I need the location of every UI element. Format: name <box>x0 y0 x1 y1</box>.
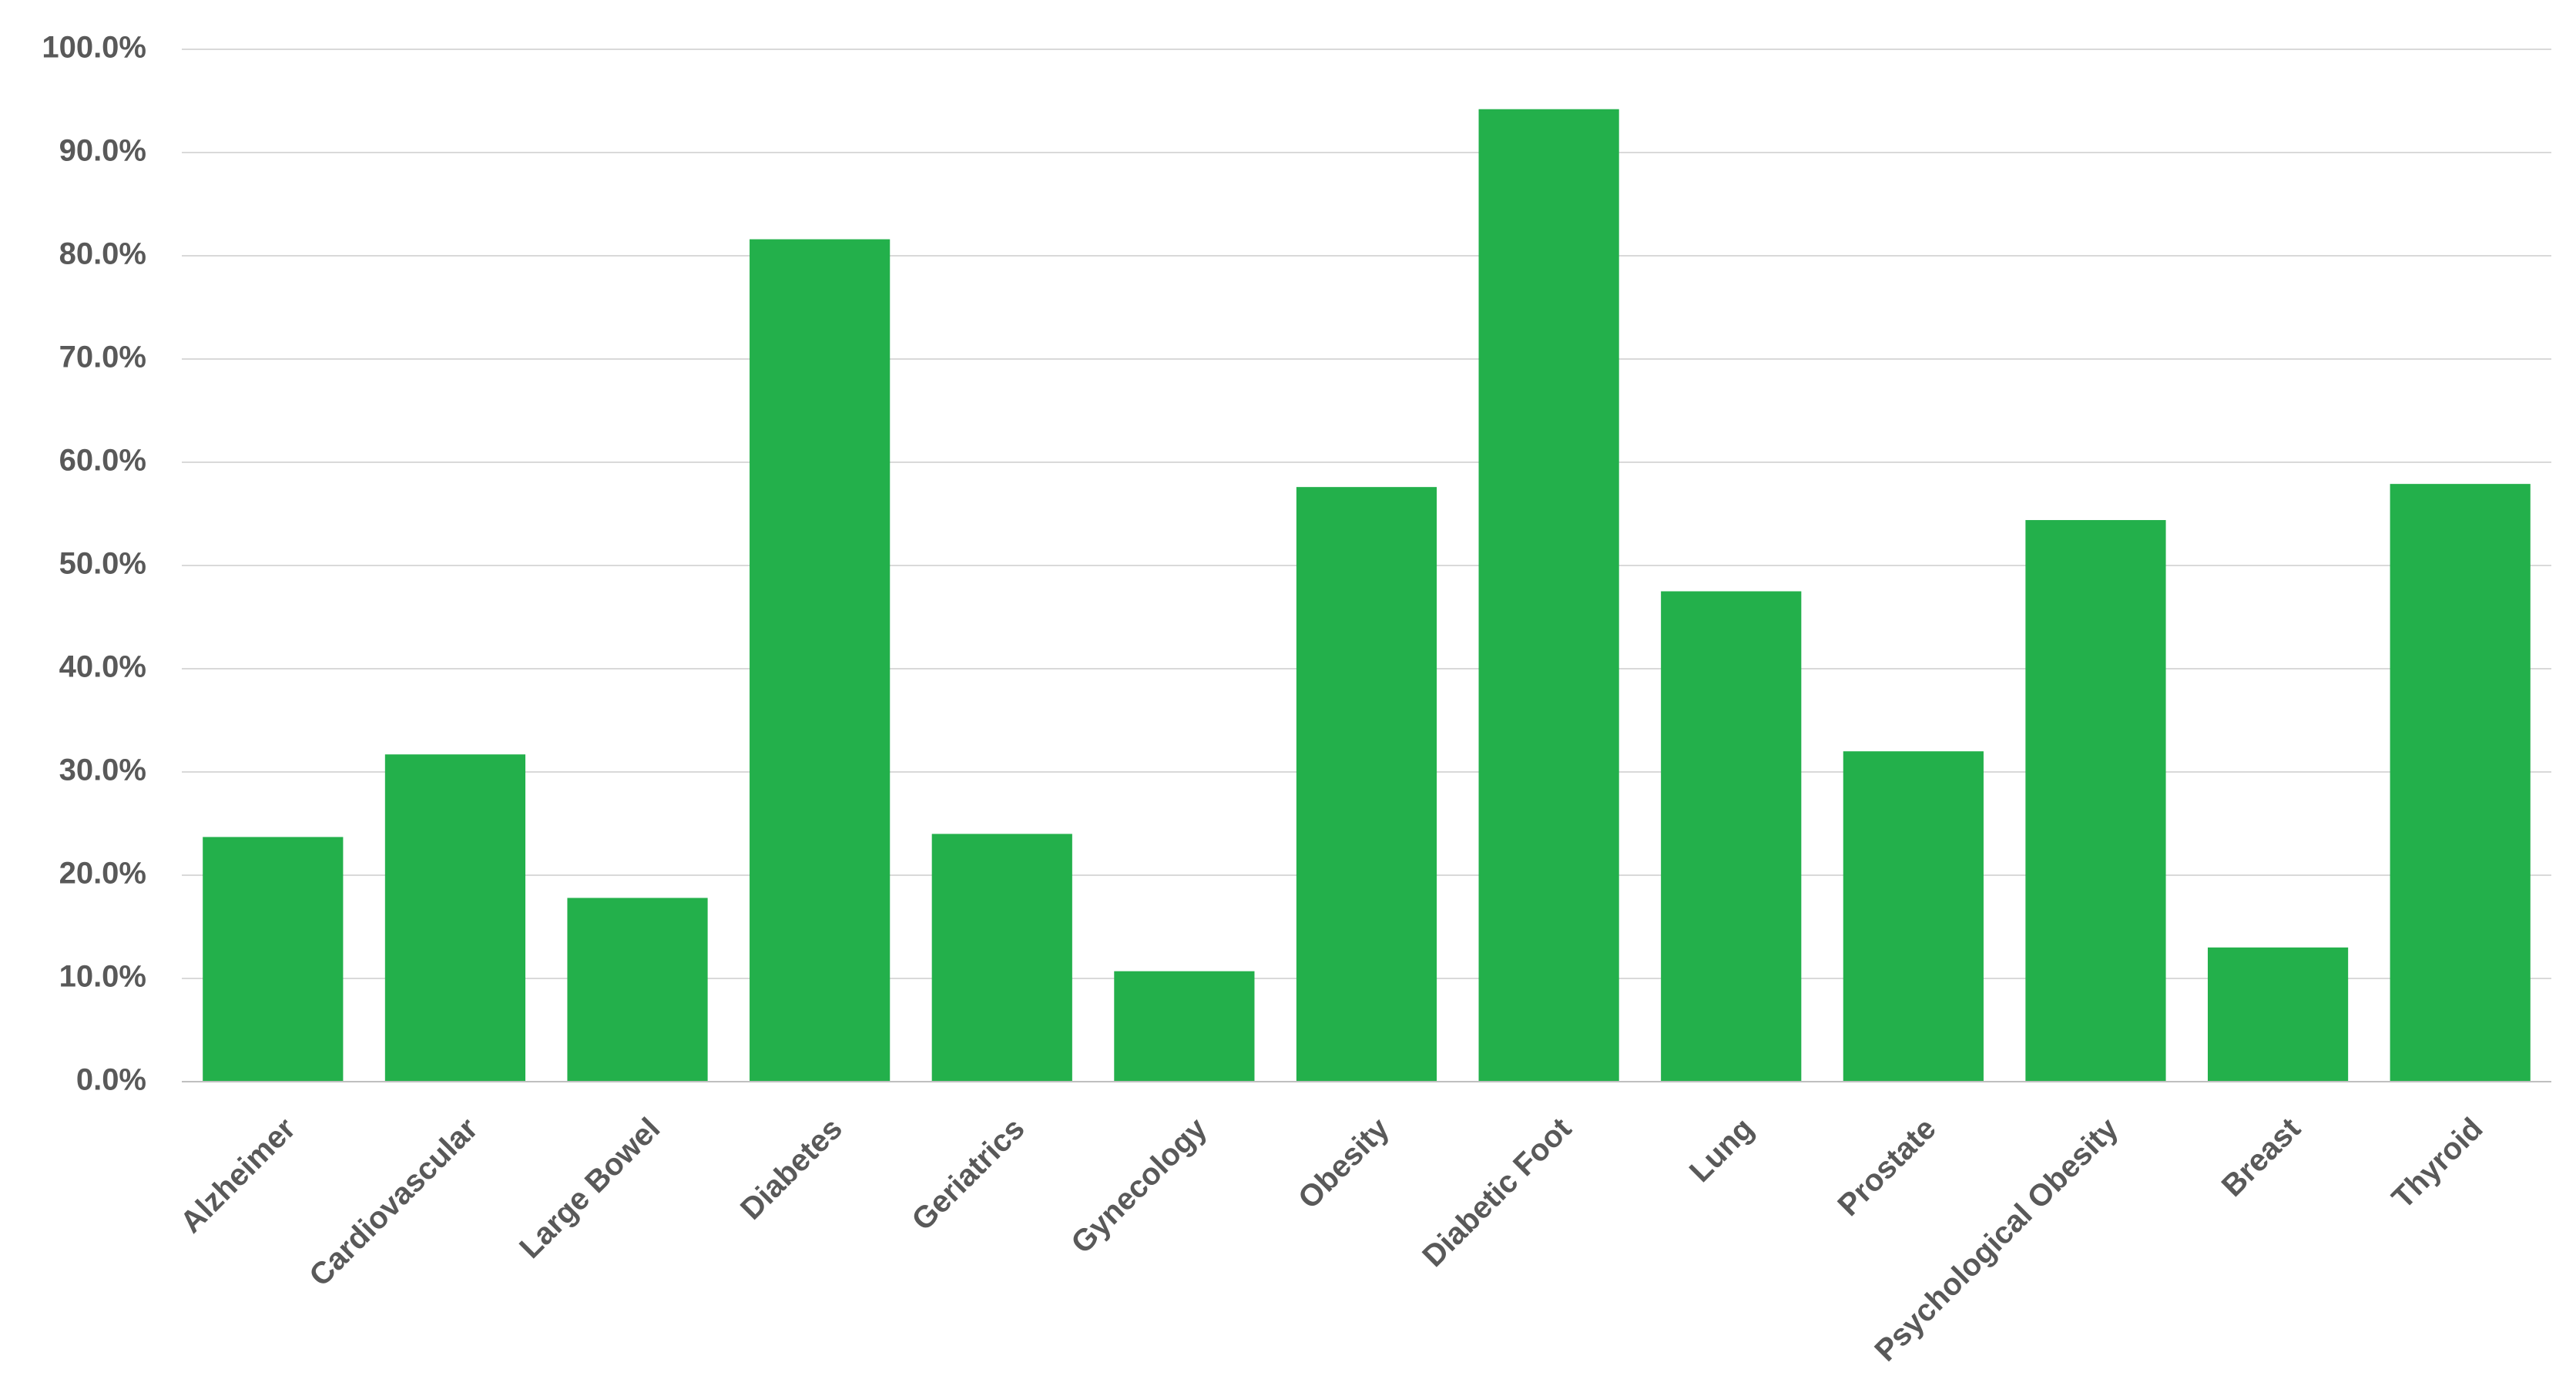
bar <box>1478 109 1619 1082</box>
y-tick-label: 40.0% <box>59 650 146 684</box>
y-tick-label: 90.0% <box>59 134 146 168</box>
bar <box>1843 751 1984 1082</box>
x-tick-label: Breast <box>2215 1112 2307 1203</box>
bar <box>1661 591 1802 1082</box>
y-tick-label: 30.0% <box>59 753 146 787</box>
x-tick-label: Cardiovascular <box>303 1112 484 1293</box>
y-tick-label: 70.0% <box>59 341 146 374</box>
bar <box>1296 487 1437 1082</box>
bar <box>567 898 708 1082</box>
bar <box>384 754 526 1082</box>
y-tick-label: 10.0% <box>59 960 146 994</box>
y-tick-label: 50.0% <box>59 547 146 581</box>
x-tick-label: Thyroid <box>2386 1112 2490 1216</box>
bar <box>203 837 344 1082</box>
x-tick-label: Gynecology <box>1065 1111 1214 1260</box>
y-tick-label: 100.0% <box>42 31 146 65</box>
bar <box>750 239 891 1082</box>
y-tick-label: 80.0% <box>59 237 146 271</box>
x-tick-label: Large Bowel <box>513 1112 666 1265</box>
x-tick-label: Prostate <box>1831 1112 1942 1223</box>
x-tick-label: Alzheimer <box>174 1112 302 1240</box>
x-tick-label: Diabetic Foot <box>1416 1112 1578 1274</box>
bar <box>1114 971 1255 1082</box>
x-tick-label: Obesity <box>1292 1111 1396 1215</box>
y-tick-label: 0.0% <box>76 1063 146 1097</box>
bar <box>2390 484 2531 1082</box>
y-tick-label: 20.0% <box>59 857 146 891</box>
bar <box>2207 947 2349 1082</box>
x-tick-label: Geriatrics <box>905 1112 1031 1237</box>
x-tick-label: Lung <box>1683 1112 1760 1189</box>
y-tick-label: 60.0% <box>59 444 146 478</box>
bar <box>2025 520 2166 1082</box>
x-tick-label: Diabetes <box>734 1112 849 1227</box>
bar <box>931 834 1072 1082</box>
